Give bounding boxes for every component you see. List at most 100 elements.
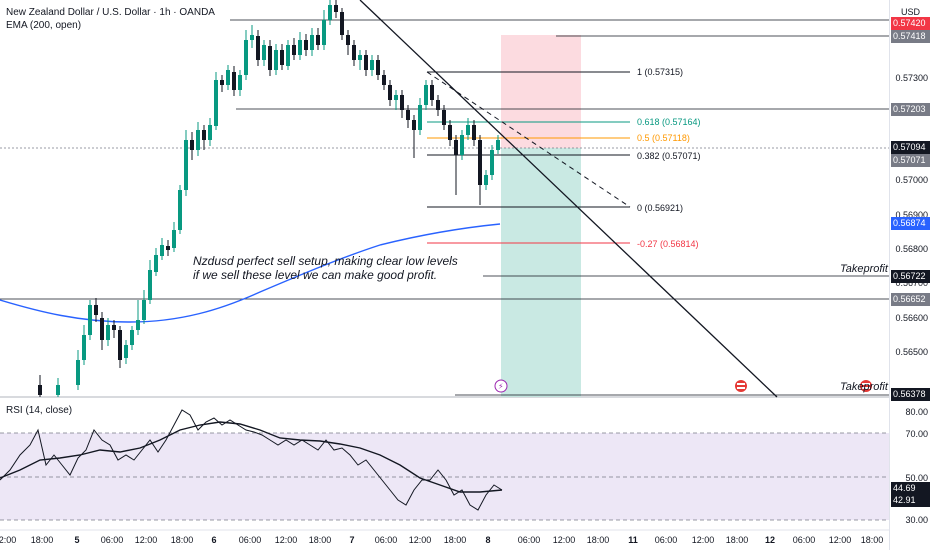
rsi-band [0,433,890,520]
rsi-legend[interactable]: RSI (14, close) [6,405,73,416]
time-axis-label: 18:00 [443,535,467,545]
time-axis-label: 12:00 [691,535,715,545]
candle-body [214,80,218,126]
candle-body [304,40,308,50]
candle-body [490,150,494,175]
take-profit-zone [501,148,581,397]
downtrend-line [359,0,778,398]
candle-body [262,45,266,60]
candle-body [166,246,170,250]
candle-body [460,135,464,155]
candle-body [466,125,470,135]
candle-body [478,140,482,185]
time-axis-label: 18:00 [308,535,332,545]
stop-loss-zone [501,35,581,148]
currency-label[interactable]: USD [901,7,921,17]
candle-body [274,50,278,70]
candle-body [100,318,104,340]
candle-body [38,385,42,395]
candle-body [322,20,326,45]
candle-body [136,320,140,330]
candle-body [364,55,368,70]
candle-body [160,245,164,256]
rsi-axis-label: 30.00 [905,515,928,525]
price-tag-57071: 0.57071 [891,154,930,167]
takeprofit-label-2: Takeprofit [840,381,888,393]
candle-body [496,140,500,150]
candle-body [406,110,410,120]
svg-text:⚡: ⚡ [498,382,504,391]
candle-body [202,130,206,140]
candle-body [82,335,86,360]
fib-label-618: 0.618 (0.57164) [637,117,701,127]
time-axis-label: 12 [764,535,776,545]
takeprofit-label-1: Takeprofit [840,263,888,275]
candle-body [172,230,176,248]
time-axis-label: 06:00 [517,535,541,545]
ema-legend[interactable]: EMA (200, open) [6,20,82,31]
candle-body [298,40,302,55]
flash-event-icon [494,379,508,393]
candle-body [358,55,362,60]
candle-body [412,120,416,130]
price-axis-label: 0.57300 [895,73,928,83]
rsi-axis-label: 80.00 [905,407,928,417]
candle-body [442,110,446,125]
fib-label-5: 0.5 (0.57118) [637,133,690,143]
candle-body [484,175,488,185]
annotation-text: Nzdusd perfect sell setup, making clear … [193,254,458,282]
time-axis-label: 11 [628,535,638,545]
time-axis-label: 06:00 [374,535,398,545]
time-axis-label: 12:00 [552,535,576,545]
time-axis-label: 12:00 [134,535,158,545]
price-axis-label: 0.56600 [895,313,928,323]
candle-body [244,40,248,75]
fib-label-382: 0.382 (0.57071) [637,151,701,161]
candle-body [472,125,476,140]
candle-body [400,95,404,110]
candle-body [178,190,182,230]
time-axis-label: 12:00 [0,535,17,545]
time-axis-label: 18:00 [586,535,610,545]
fib-label-neg: -0.27 (0.56814) [637,239,699,249]
candle-body [88,305,92,335]
price-tag-57203: 0.57203 [891,103,930,116]
price-axis-label: 0.56500 [895,347,928,357]
time-axis-label: 8 [485,535,491,545]
time-axis-label: 06:00 [792,535,816,545]
price-tag-top: 0.57420 [891,17,930,30]
rsi-axis-label: 50.00 [905,473,928,483]
time-axis-label: 06:00 [654,535,678,545]
candle-body [208,125,212,140]
candle-body [256,36,260,60]
candle-body [190,140,194,150]
time-axis-label: 12:00 [274,535,298,545]
candle-body [250,35,254,40]
candle-body [142,300,146,320]
time-axis-label: 12:00 [408,535,432,545]
candle-body [94,305,98,315]
candle-body [454,140,458,155]
candle-body [328,5,332,20]
ema-200-line [0,223,501,323]
price-axis-label: 0.56800 [895,244,928,254]
candlestick-series [38,0,500,397]
candle-body [448,125,452,140]
price-tag-56652: 0.56652 [891,293,930,306]
candle-body [394,95,398,100]
time-axis-label: 06:00 [238,535,262,545]
rsi-line [0,409,503,511]
candle-body [184,140,188,190]
rsi-axis-label: 70.00 [905,429,928,439]
candle-body [232,72,236,90]
fib-label-0: 0 (0.56921) [637,203,684,213]
candle-body [268,46,272,70]
price-tag-current: 0.57094 [891,141,930,154]
candle-body [418,105,422,130]
price-axis-label: 0.57000 [895,175,928,185]
fib-diagonal [426,71,631,208]
candle-body [280,50,284,65]
chart-title: New Zealand Dollar / U.S. Dollar · 1h · … [6,7,215,18]
candle-body [436,100,440,110]
